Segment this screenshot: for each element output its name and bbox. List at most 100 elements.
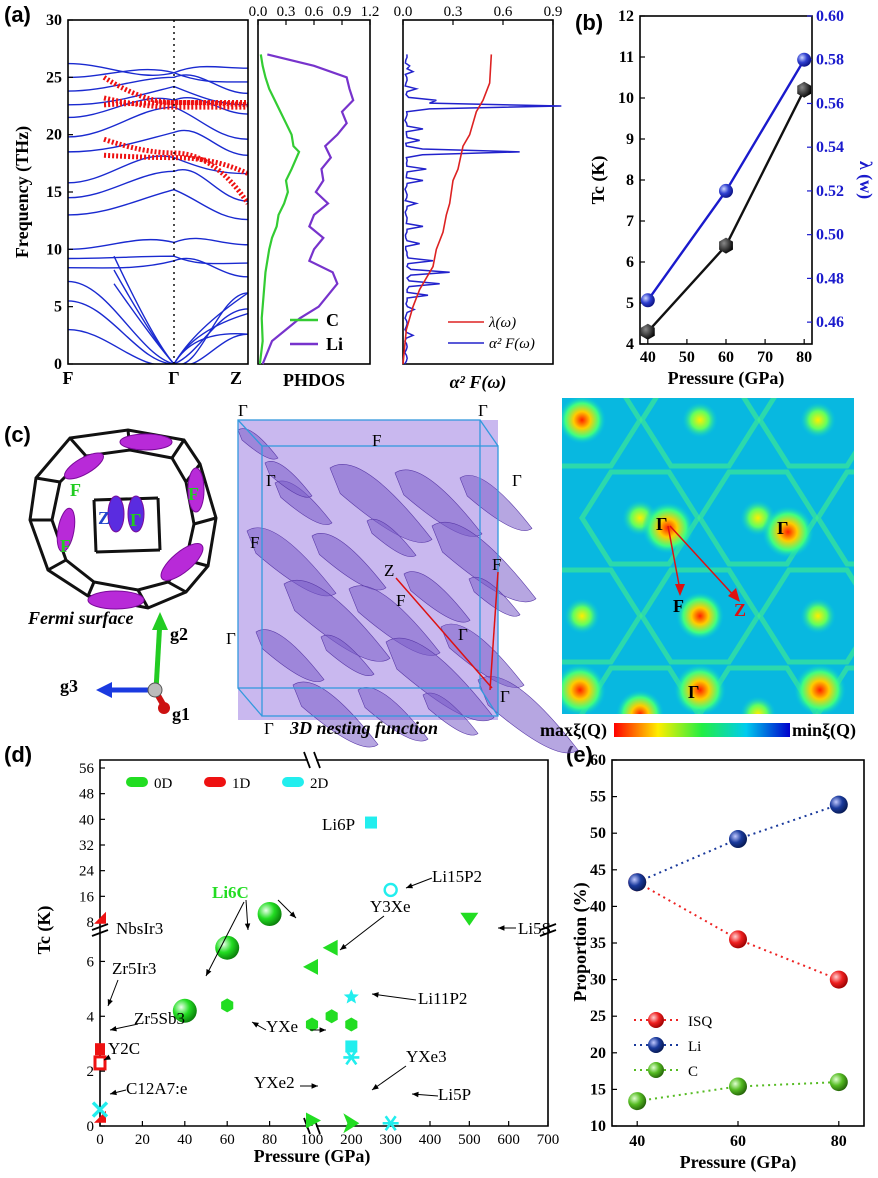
tc-survey-plot: 0 20 40 60 80 100 200 300 400 500 600 7000246816243… (34, 751, 559, 1167)
b-series (640, 52, 812, 340)
map-contour (815, 665, 854, 714)
box-label-5: F (250, 533, 259, 552)
d-point-0D-triangle-right (306, 1112, 321, 1129)
d-y-tick-label: 2 (87, 1064, 95, 1080)
d-annotation-li11p2: Li11P2 (418, 989, 467, 1008)
phdos-legend-C: C (326, 310, 339, 330)
d-axis-break (303, 751, 311, 769)
d-annotation-li5p: Li5P (438, 1085, 471, 1104)
nesting-sheet (255, 629, 325, 682)
d-y-tick-label: 56 (79, 761, 95, 777)
d-annotation-arrow-head (252, 1022, 259, 1028)
b-x-tick-label: 70 (757, 349, 773, 366)
box-label-11: Γ (264, 719, 274, 738)
panel-label-a: (a) (4, 2, 31, 27)
nesting-sheet (320, 634, 375, 676)
b-x-label: Pressure (GPa) (668, 368, 785, 389)
map-gamma-spot (674, 664, 726, 714)
map-gamma-spot (562, 664, 606, 714)
dispersion-y-tick-label: 30 (46, 12, 62, 29)
e-point-Li (628, 873, 647, 892)
e-legend-label-Li: Li (688, 1039, 701, 1055)
g2-arrow-head (152, 612, 168, 630)
phdos-x-tick-label: 0.6 (305, 4, 324, 20)
d-annotation-arrow-head (104, 1054, 111, 1060)
dispersion-y-ticks: 0 5 10 15 20 25 30 (46, 12, 73, 373)
nesting-sheet (459, 475, 533, 531)
box-label-4: F (372, 431, 381, 450)
nesting-sheet (264, 461, 313, 498)
d-axis-break (91, 923, 109, 931)
b-y-tick-label: 8 (626, 172, 634, 189)
map-contour (579, 665, 701, 714)
fs-label-F-1: F (70, 480, 81, 500)
d-annotation-arrow-head (289, 911, 296, 918)
b-y-tick-label: 4 (626, 336, 634, 353)
map-hotspot (858, 696, 878, 732)
nesting-sheet (403, 571, 471, 623)
tc-lambda-plot: 40 50 60 70 80 4 5 6 7 8 9 10 11 12 0.46 0.48 0.50 0.52 0.… (588, 8, 876, 389)
e-point-C (829, 1073, 848, 1092)
box-label-9: Γ (458, 625, 468, 644)
e-series-line-C (637, 1081, 839, 1103)
d-annotation-y2c: Y2C (108, 1039, 140, 1058)
e-point-Li (829, 795, 848, 814)
dispersion-x-tick-F: F (63, 368, 74, 388)
eliashberg-series-lambda (402, 54, 493, 365)
e-legend-swatch-C (648, 1062, 664, 1078)
b-y2-label: λ (w) (855, 161, 876, 199)
proportion-plot: 40 60 80 10 15 20 25 30 35 40 45 50 55 60 ISQ Li C Prop… (570, 752, 865, 1173)
map-label-Gamma-2: Γ (777, 518, 788, 538)
d-legend-swatch-1D (204, 777, 226, 787)
d-legend-label-0D: 0D (154, 776, 173, 792)
d-annotation-zr5sb3: Zr5Sb3 (134, 1009, 185, 1028)
d-y-tick-label: 32 (79, 838, 94, 854)
eliashberg-x-tick-label: 0.6 (494, 4, 513, 20)
g2-label: g2 (170, 624, 188, 644)
nesting-map: Γ Γ Γ F Z maxξ(Q) minξ(Q) (540, 398, 878, 741)
b-y-tick-label: 5 (626, 295, 634, 312)
d-annotation-arrow-head (110, 1089, 117, 1096)
b-y-tick-label: 6 (626, 254, 634, 271)
box-label-2: Γ (266, 471, 276, 490)
colorbar-max-label: maxξ(Q) (540, 720, 607, 741)
e-y-tick-label: 10 (590, 1118, 606, 1135)
b-y-tick-label: 9 (626, 131, 634, 148)
b-y2-tick-label: 0.46 (816, 314, 844, 331)
d-point-0D-hexagon (345, 1017, 358, 1032)
e-legend-label-C: C (688, 1064, 698, 1080)
phonon-band-weighted (103, 136, 248, 205)
map-label-Gamma-3: Γ (688, 682, 699, 702)
e-ticks: 40 60 80 10 15 20 25 30 35 40 45 50 55 60 (590, 752, 847, 1150)
d-legend-swatch-0D (126, 777, 148, 787)
d-axis-break (539, 923, 557, 931)
phonon-band (68, 328, 248, 364)
d-x-tick-label: 60 (220, 1132, 235, 1148)
e-y-tick-label: 45 (590, 862, 606, 879)
b-x-tick-label: 80 (796, 349, 812, 366)
map-hotspot (676, 592, 724, 640)
b-point-tc (719, 237, 733, 254)
b-y-tick-label: 12 (618, 8, 634, 25)
b-y2-tick-label: 0.56 (816, 95, 844, 112)
b-series-line-left (646, 89, 806, 333)
eliashberg-x-tick-label: 0.0 (394, 4, 413, 20)
e-y-tick-label: 20 (590, 1045, 606, 1062)
panel-label-c: (c) (4, 422, 31, 447)
e-legend-label-ISQ: ISQ (688, 1014, 712, 1030)
d-point-0D-hexagon (325, 1009, 338, 1024)
map-label-Z: Z (734, 600, 746, 620)
map-vector-1-head (675, 584, 685, 596)
phonon-band (68, 237, 248, 251)
d-annotation-arrow-head (107, 999, 113, 1006)
d-point-0D-triangle-left (303, 958, 318, 975)
e-y-tick-label: 40 (590, 898, 606, 915)
d-axis-break (539, 929, 557, 937)
dispersion-y-tick-label: 25 (46, 69, 62, 86)
d-point-2D-star (343, 989, 359, 1004)
d-y-tick-label: 6 (87, 954, 95, 970)
phonon-band-weighted (103, 152, 248, 176)
colorbar-min-label: minξ(Q) (792, 720, 856, 741)
dispersion-y-tick-label: 20 (46, 127, 62, 144)
